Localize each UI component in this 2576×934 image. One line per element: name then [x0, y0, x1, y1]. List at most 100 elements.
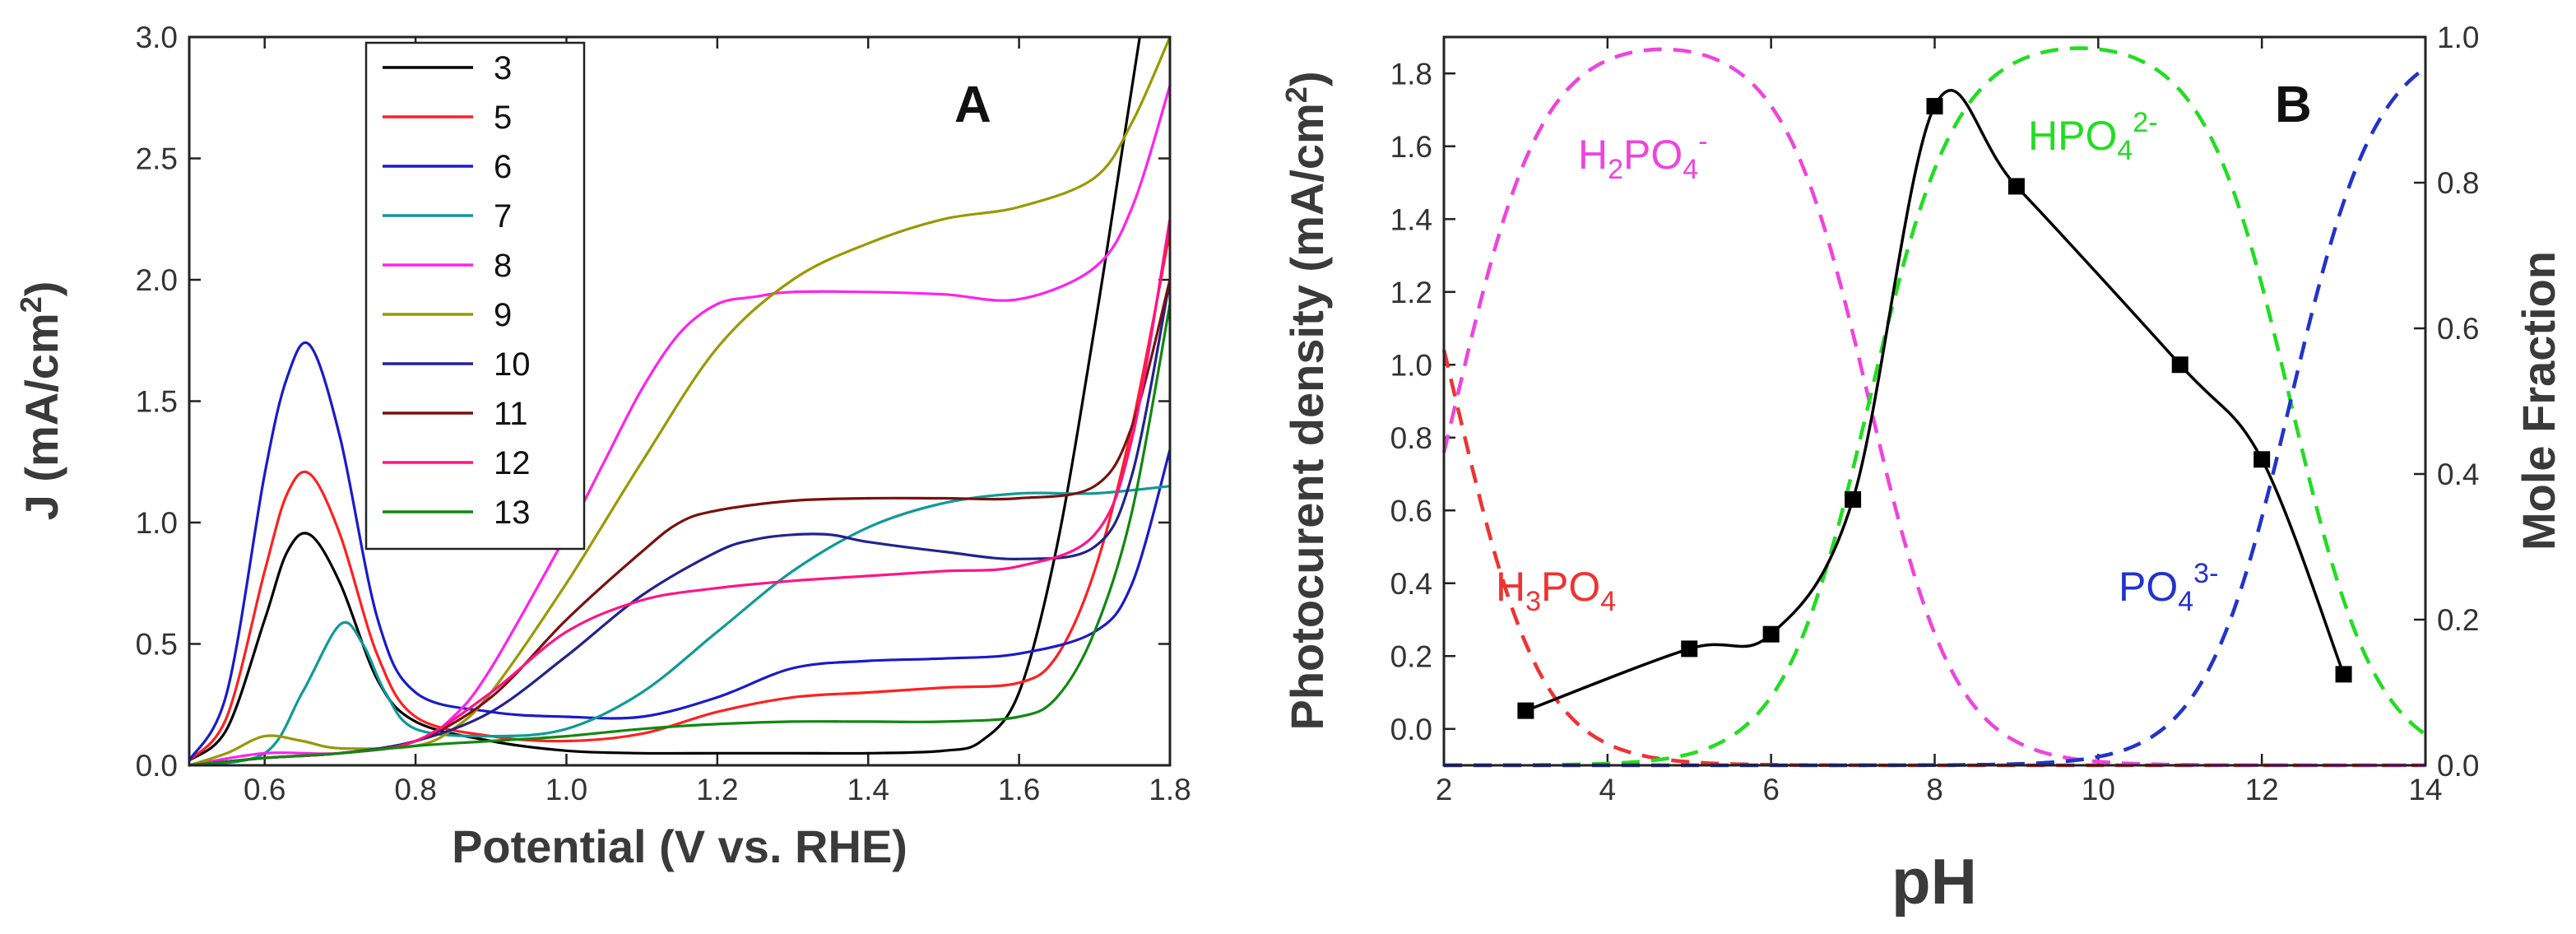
- photocurrent-point-ph-6: [1762, 625, 1780, 643]
- species-curve-H3PO4: [1441, 349, 2425, 768]
- panel-a-y-axis-label: J (mA/cm2): [14, 281, 67, 521]
- h2po4-label-mid: PO: [1623, 132, 1683, 178]
- panel-a-y-tick-label: 3.0: [136, 21, 178, 54]
- panel-b-right-y-tick-label: 0.8: [2437, 166, 2479, 200]
- po4-label-sub2: 4: [2178, 586, 2193, 617]
- legend-label-5: 5: [494, 100, 512, 136]
- legend-label-9: 9: [494, 297, 512, 333]
- panel-b-left-y-axis-label-end: ): [1281, 71, 1333, 86]
- photocurrent-point-ph-3: [1517, 702, 1534, 719]
- panel-a-x-tick-label: 1.6: [998, 773, 1040, 806]
- panel-a-y-tick-label: 0.5: [136, 628, 178, 662]
- panel-a-y-tick-label: 1.5: [136, 385, 178, 419]
- panel-b-x-tick-label: 12: [2245, 773, 2279, 806]
- panel-a-y-axis-label-base: J (mA/cm: [16, 313, 67, 520]
- panel-a-y-tick-label: 2.0: [136, 263, 178, 297]
- species-label-hpo4: HPO42-: [2028, 107, 2158, 166]
- panel-a-y-tick-label: 0.0: [136, 749, 178, 783]
- panel-b-left-y-tick-label: 1.6: [1390, 130, 1432, 164]
- panel-a-frame: [188, 35, 1172, 767]
- panel-a-y-tick-label: 1.0: [136, 506, 178, 540]
- panel-b-left-y-tick-label: 0.2: [1390, 639, 1432, 673]
- panel-b-frame: [1442, 35, 2427, 767]
- panel-b-left-y-axis-label-base: Photocurent density (mA/cm: [1281, 103, 1333, 730]
- series-line-3: [188, 36, 1141, 762]
- panel-b: 2 4 6 8 10 12 140.00.20.40.60.81.01.21.41.61.8…: [1279, 21, 2564, 918]
- photocurrent-point-ph-11: [2171, 356, 2188, 374]
- legend-label-7: 7: [494, 198, 512, 235]
- legend-label-13: 13: [494, 495, 531, 531]
- species-label-h3po4: H3PO4: [1496, 564, 1616, 617]
- photocurrent-line: [1525, 89, 2346, 713]
- panel-b-x-tick-label: 10: [2082, 773, 2115, 806]
- panel-b-label: B: [2275, 77, 2312, 133]
- hpo4-label-sup: 2-: [2133, 107, 2157, 138]
- photocurrent-point-ph-5: [1681, 640, 1698, 658]
- h2po4-label-sub1: 2: [1608, 154, 1623, 185]
- photocurrent-point-ph-9: [2007, 178, 2025, 195]
- species-label-h2po4: H2PO4-: [1578, 126, 1708, 185]
- legend-label-8: 8: [494, 248, 512, 284]
- hpo4-label-sub2: 4: [2117, 135, 2133, 166]
- h2po4-label-sup: -: [1698, 126, 1707, 157]
- panel-b-photocurrent: [1517, 89, 2352, 719]
- panel-b-left-y-tick-label: 1.8: [1390, 57, 1432, 91]
- po4-label-base: PO: [2119, 564, 2178, 610]
- photocurrent-point-ph-13: [2335, 666, 2352, 683]
- panel-a-x-tick-label: 0.8: [394, 773, 436, 806]
- panel-b-left-y-tick-label: 0.6: [1390, 494, 1432, 527]
- legend-label-11: 11: [494, 396, 528, 432]
- photocurrent-point-ph-12: [2253, 451, 2271, 468]
- panel-a-series: [188, 36, 1172, 767]
- photocurrent-point-ph-7: [1845, 490, 1862, 508]
- series-line-6: [188, 341, 1172, 761]
- panel-b-right-y-tick-label: 0.6: [2437, 312, 2479, 346]
- legend-box: [364, 41, 586, 551]
- panel-b-x-tick-label: 2: [1436, 773, 1453, 806]
- panel-a: 0.6 0.8 1.0 1.2 1.4 1.6 1.8 0.0 0.5 1.0 1.5 2.0 2.5 3…: [14, 21, 1191, 872]
- legend-label-6: 6: [494, 149, 512, 185]
- panel-b-right-y-tick-label: 0.2: [2437, 603, 2479, 637]
- panel-b-right-y-tick-label: 0.0: [2437, 749, 2479, 783]
- panel-b-right-y-tick-label: 1.0: [2437, 21, 2479, 54]
- h3po4-label-sub1: 3: [1525, 586, 1541, 617]
- panel-b-right-y-tick-label: 0.4: [2437, 458, 2479, 491]
- h2po4-label-sub2: 4: [1683, 154, 1698, 185]
- h2po4-label-base: H: [1578, 132, 1608, 178]
- panel-b-tick-labels: 2 4 6 8 10 12 140.00.20.40.60.81.01.21.41.61.8…: [1390, 21, 2480, 806]
- panel-b-left-y-axis-label-sup: 2: [1279, 86, 1313, 103]
- panel-a-tick-labels: 0.6 0.8 1.0 1.2 1.4 1.6 1.8 0.0 0.5 1.0 1.5 2.0 2.5 3…: [136, 21, 1191, 806]
- panel-b-x-tick-label: 4: [1599, 773, 1617, 806]
- panel-a-x-tick-label: 1.0: [545, 773, 587, 806]
- panel-b-left-y-tick-label: 1.0: [1390, 348, 1432, 382]
- hpo4-label-base: HPO: [2028, 113, 2117, 159]
- panel-a-x-tick-label: 1.8: [1149, 773, 1191, 806]
- species-label-po4: PO43-: [2119, 558, 2218, 617]
- legend-label-12: 12: [494, 445, 531, 481]
- panel-a-x-axis-label: Potential (V vs. RHE): [452, 820, 907, 872]
- panel-a-y-tick-label: 2.5: [136, 142, 178, 176]
- panel-b-left-y-tick-label: 1.2: [1390, 276, 1432, 309]
- panel-a-y-axis-label-end: ): [16, 281, 67, 297]
- panel-b-x-tick-label: 14: [2408, 773, 2442, 806]
- panel-a-y-axis-label-sup: 2: [14, 296, 48, 313]
- h3po4-label-mid: PO: [1541, 564, 1600, 610]
- photocurrent-point-ph-8: [1926, 98, 1943, 115]
- panel-b-left-y-tick-label: 0.8: [1390, 421, 1432, 455]
- h3po4-label-sub2: 4: [1600, 586, 1616, 617]
- po4-label-sup: 3-: [2193, 558, 2218, 589]
- series-line-13: [188, 304, 1172, 767]
- panel-a-label: A: [954, 77, 991, 133]
- panel-b-left-y-tick-label: 0.0: [1390, 713, 1432, 746]
- panel-b-left-y-tick-label: 0.4: [1390, 567, 1432, 601]
- panel-a-legend: 3 5 6 7 8 9 10 11 12 13: [364, 41, 586, 551]
- h3po4-label-base: H: [1496, 564, 1525, 610]
- series-line-9: [188, 36, 1172, 767]
- panel-b-left-y-tick-label: 1.4: [1390, 202, 1432, 236]
- panel-a-x-tick-label: 1.2: [696, 773, 738, 806]
- panel-b-right-y-axis-label: Mole Fraction: [2513, 251, 2564, 551]
- panel-b-x-tick-label: 8: [1926, 773, 1943, 806]
- panel-b-x-axis-label: pH: [1891, 845, 1977, 918]
- panel-b-left-y-axis-label: Photocurent density (mA/cm2): [1279, 71, 1333, 730]
